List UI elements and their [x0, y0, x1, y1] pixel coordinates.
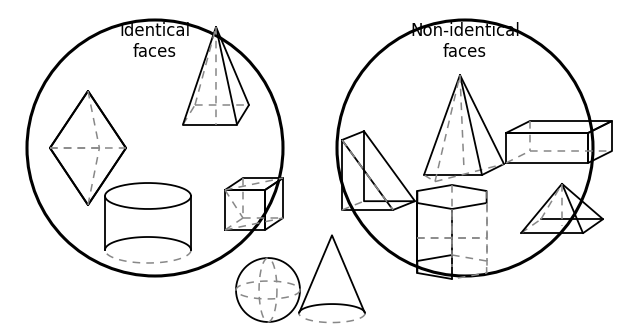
Text: Identical
faces: Identical faces — [119, 22, 191, 61]
Text: Non-identical
faces: Non-identical faces — [410, 22, 520, 61]
